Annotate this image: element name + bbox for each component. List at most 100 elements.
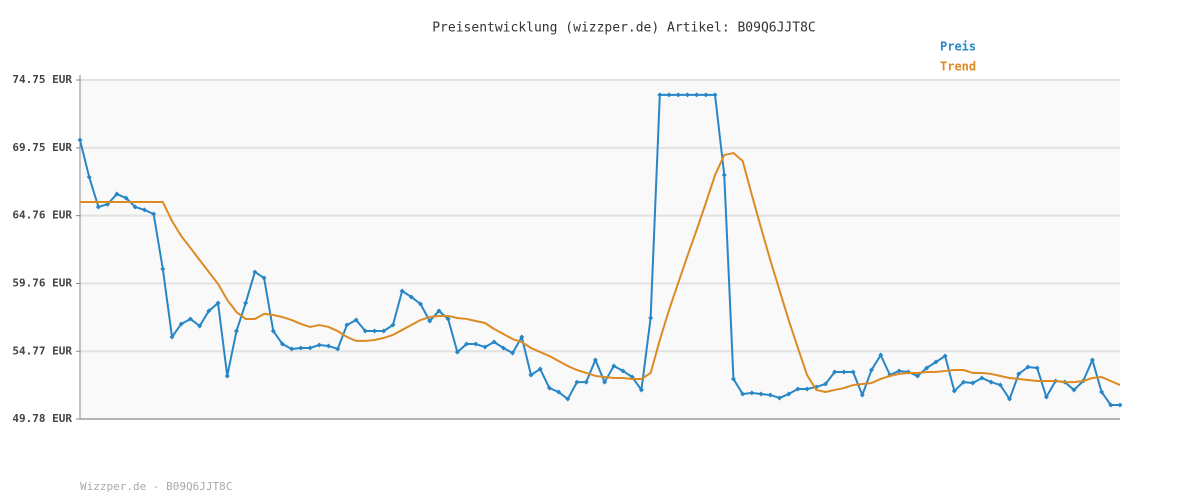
point [546,385,552,391]
point [252,269,258,275]
point [160,266,166,272]
point [795,386,801,392]
point [77,137,83,143]
point [924,365,930,371]
point [261,275,267,281]
point [298,345,304,351]
point [675,92,681,98]
point [528,372,534,378]
legend-label: Trend [940,60,976,74]
point [1117,402,1123,408]
point [372,328,378,334]
point [611,363,617,369]
point [344,322,350,328]
point [684,92,690,98]
point [151,211,157,217]
point [482,344,488,350]
point [491,339,497,345]
y-tick-label: 74.75 EUR [12,73,72,86]
point [832,369,838,375]
point [721,172,727,178]
y-tick-label: 69.75 EUR [12,141,72,154]
chart-title: Preisentwicklung (wizzper.de) Artikel: B… [432,21,816,36]
point [666,92,672,98]
point [786,391,792,397]
y-tick-label: 59.76 EUR [12,277,72,290]
point [464,341,470,347]
point [114,191,120,197]
point [657,92,663,98]
point [804,386,810,392]
point [961,379,967,385]
point [1043,394,1049,400]
point [638,387,644,393]
point [289,346,295,352]
point [859,392,865,398]
point [915,373,921,379]
point [132,204,138,210]
point [749,390,755,396]
point [178,321,184,327]
point [997,382,1003,388]
point [648,315,654,321]
point [694,92,700,98]
point [187,316,193,322]
point [933,359,939,365]
point [740,391,746,397]
point [951,388,957,394]
point [869,367,875,373]
point [519,334,525,340]
point [712,92,718,98]
point [850,369,856,375]
point [988,379,994,385]
plot-area [80,80,1120,419]
point [1089,357,1095,363]
point [243,300,249,306]
point [970,380,976,386]
point [1034,365,1040,371]
y-tick-label: 64.76 EUR [12,209,72,222]
point [353,317,359,323]
point [703,92,709,98]
point [979,375,985,381]
series-line [80,152,1121,393]
point [1099,389,1105,395]
point [776,395,782,401]
series-line [79,93,1120,407]
y-tick-label: 54.77 EUR [12,344,72,357]
point [335,346,341,352]
point [767,392,773,398]
point [620,368,626,374]
point [206,308,212,314]
point [565,396,571,402]
point [730,376,736,382]
point [270,328,276,334]
point [169,334,175,340]
point [86,174,92,180]
point [1007,396,1013,402]
point [436,308,442,314]
point [362,328,368,334]
point [841,369,847,375]
point [473,341,479,347]
footer: Wizzper.de - B09Q6JJT8C [80,480,232,493]
point [427,318,433,324]
point [574,379,580,385]
point [307,345,313,351]
point [123,195,129,201]
point [592,357,598,363]
point [878,352,884,358]
point [500,345,506,351]
point [418,301,424,307]
point [325,343,331,349]
point [95,204,101,210]
point [399,288,405,294]
point [602,379,608,385]
y-tick-label: 49.78 EUR [12,412,72,425]
point [822,381,828,387]
point [381,328,387,334]
point [1108,402,1114,408]
point [215,300,221,306]
point [556,389,562,395]
